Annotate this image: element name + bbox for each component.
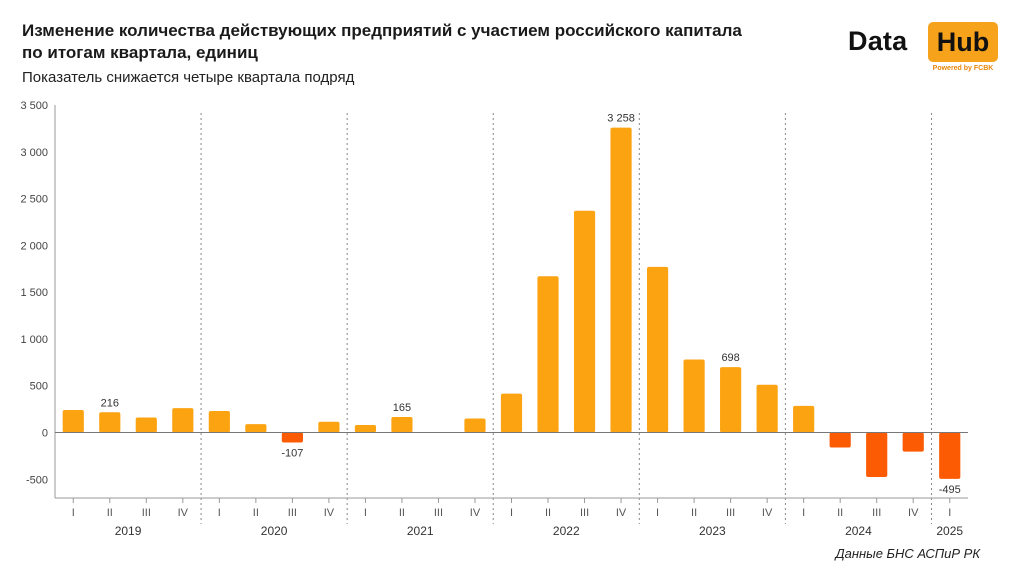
data-label: 216 [101,397,119,409]
y-tick-label: 3 000 [20,147,48,159]
y-tick-label: 500 [30,381,48,393]
quarter-label: II [253,507,259,519]
bar [354,425,377,433]
quarter-label: III [726,507,735,519]
bar [902,432,924,452]
quarter-label: II [107,507,113,519]
quarter-label: II [691,507,697,519]
data-label: 3 258 [607,113,635,125]
year-label: 2019 [115,524,142,538]
bar [646,266,669,433]
bar [464,418,486,433]
quarter-label: IV [762,507,773,519]
quarter-label: IV [616,507,627,519]
year-label: 2024 [845,524,872,538]
data-label: 698 [721,352,739,364]
quarter-label: I [218,507,221,519]
quarter-label: I [364,507,367,519]
y-tick-label: 2 500 [20,194,48,206]
logo-word-hub: Hub [928,22,998,62]
bar [756,384,778,433]
data-label: 165 [393,402,411,414]
bar [318,421,340,433]
bar [573,210,596,433]
quarter-label: II [399,507,405,519]
logo-tagline: Powered by FCBK [932,65,994,72]
quarter-label: II [545,507,551,519]
quarter-label: I [72,507,75,519]
year-label: 2025 [936,524,963,538]
bar [99,412,121,433]
quarter-label: III [142,507,151,519]
bar [208,410,230,433]
quarter-label: IV [178,507,189,519]
bar [866,432,888,477]
chart-subtitle: Показатель снижается четыре квартала под… [22,69,355,86]
datahub-logo: Data Hub Powered by FCBK [848,22,1000,78]
quarter-label: IV [908,507,919,519]
bar [793,405,815,433]
quarter-label: I [510,507,513,519]
data-label: -495 [939,484,961,496]
quarter-label: III [580,507,589,519]
y-tick-label: -500 [26,474,48,486]
quarter-label: I [802,507,805,519]
bar [939,432,961,479]
bar [62,410,84,433]
quarter-label: III [872,507,881,519]
data-label: -107 [281,448,303,460]
bar [135,417,157,433]
year-label: 2021 [407,524,434,538]
y-tick-label: 0 [42,428,48,440]
source-note: Данные БНС АСПиР РК [835,546,980,561]
bar [720,367,742,433]
quarter-label: III [434,507,443,519]
y-tick-label: 3 500 [20,100,48,112]
y-tick-label: 1 500 [20,287,48,299]
bar [829,432,851,448]
bar [391,417,413,433]
quarter-label: I [948,507,951,519]
bar [537,276,559,433]
chart-title: Изменение количества действующих предпри… [22,21,742,62]
y-tick-label: 1 000 [20,334,48,346]
bar [172,408,194,433]
logo-word-data: Data [848,26,908,56]
year-label: 2023 [699,524,726,538]
quarter-label: III [288,507,297,519]
year-label: 2022 [553,524,580,538]
quarter-label: I [656,507,659,519]
quarter-label: IV [470,507,481,519]
bar [245,424,267,433]
bar [281,432,303,443]
y-tick-label: 2 000 [20,240,48,252]
quarter-label: IV [324,507,335,519]
year-label: 2020 [261,524,288,538]
bar [610,127,632,433]
bar [683,359,705,433]
bar [500,393,523,433]
quarter-label: II [837,507,843,519]
